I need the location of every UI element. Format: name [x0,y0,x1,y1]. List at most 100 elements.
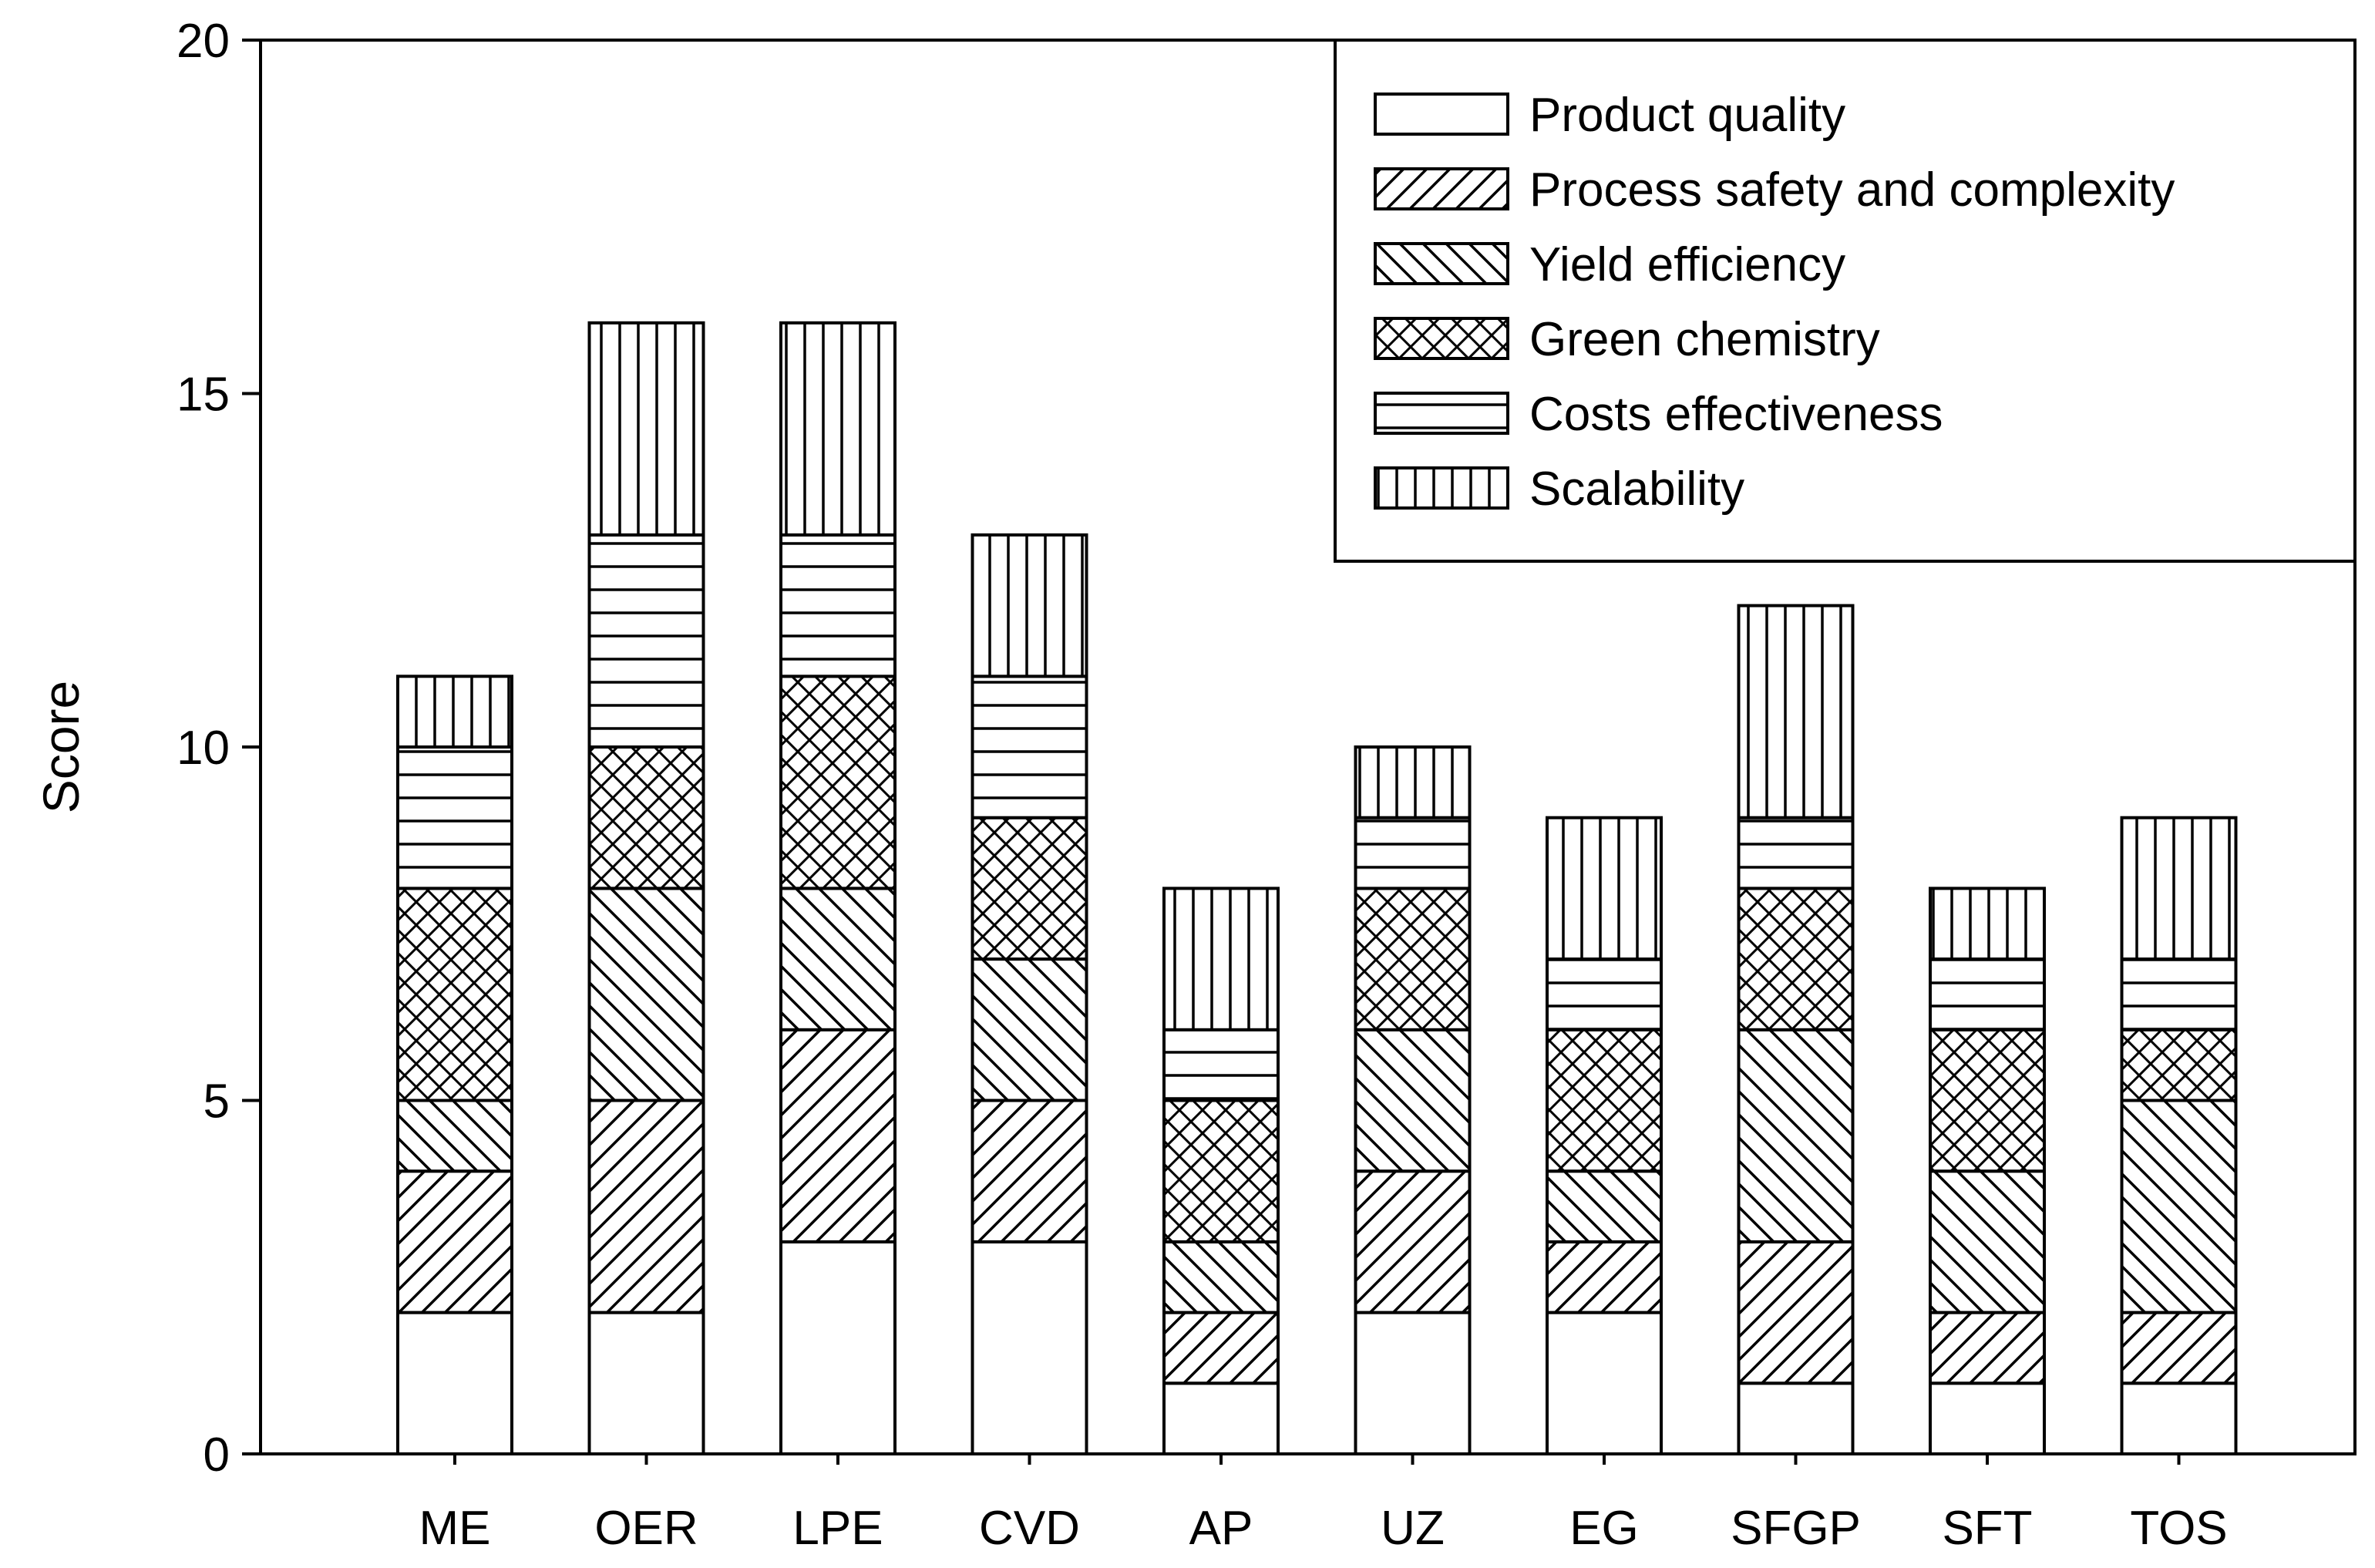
bar-segment-sft-4 [1929,957,2046,1031]
legend-label-4: Costs effectiveness [1529,388,1943,441]
bar-segment-sft-5 [1929,887,2046,961]
bar-segment-lpe-2 [779,887,897,1031]
bar-segment-lpe-4 [779,533,897,678]
bar-segment-tos-3 [2120,1028,2238,1102]
bar-segment-eg-0 [1546,1311,1663,1455]
bar-segment-oer-4 [587,533,705,749]
legend-label-1: Process safety and complexity [1529,163,2175,217]
bar-segment-sfgp-0 [1737,1381,1855,1456]
bar-segment-uz-3 [1354,887,1472,1031]
axes-layer: 0 5 10 15 20 ME OER LPE CVD AP UZ EG SFGP SFT TOS Score [32,15,2356,1555]
bar-segment-tos-2 [2120,1099,2238,1314]
legend-label-5: Scalability [1529,463,1744,516]
bar-segment-tos-4 [2120,957,2238,1031]
bar-segment-tos-0 [2120,1381,2238,1456]
legend-swatch-5 [1374,466,1509,510]
y-tick-label: 15 [177,368,230,422]
legend-swatch-3 [1374,317,1509,360]
bar-segment-sft-3 [1929,1028,2046,1173]
y-tick-label: 0 [204,1428,230,1482]
bar-segment-tos-1 [2120,1311,2238,1385]
bar-segment-eg-5 [1546,816,1663,961]
x-tick-label-ap: AP [1189,1502,1253,1555]
bar-segment-uz-5 [1354,745,1472,819]
bar-stack-eg [1546,816,1663,1455]
bar-stack-me [396,675,513,1455]
bar-segment-lpe-5 [779,321,897,537]
bars-layer [396,321,2238,1456]
bar-segment-me-3 [396,887,513,1102]
bar-segment-sfgp-2 [1737,1028,1855,1243]
x-tick-label-cvd: CVD [979,1502,1080,1555]
bar-segment-cvd-1 [971,1099,1088,1243]
x-tick-label-uz: UZ [1381,1502,1445,1555]
bar-segment-me-5 [396,675,513,749]
bar-segment-sfgp-3 [1737,887,1855,1031]
x-tick-label-sft: SFT [1942,1502,2032,1555]
bar-segment-sft-0 [1929,1381,2046,1456]
x-tick-label-sfgp: SFGP [1731,1502,1861,1555]
y-axis-label: Score [32,681,89,813]
legend-label-2: Yield efficiency [1529,238,1845,291]
bar-segment-oer-3 [587,745,705,890]
bar-stack-lpe [779,321,897,1456]
bar-segment-eg-4 [1546,957,1663,1031]
bar-segment-ap-1 [1162,1311,1280,1385]
bar-segment-uz-4 [1354,816,1472,890]
bar-segment-uz-1 [1354,1169,1472,1314]
bar-segment-lpe-3 [779,675,897,890]
bar-segment-oer-0 [587,1311,705,1455]
y-tick-label: 20 [177,15,230,68]
bar-segment-cvd-3 [971,816,1088,961]
bar-segment-eg-3 [1546,1028,1663,1173]
bar-segment-uz-0 [1354,1311,1472,1455]
bar-segment-uz-2 [1354,1028,1472,1173]
y-tick-label: 10 [177,722,230,775]
bar-segment-eg-2 [1546,1169,1663,1243]
bar-segment-oer-5 [587,321,705,537]
bar-segment-eg-1 [1546,1240,1663,1314]
legend-swatch-0 [1374,93,1509,136]
legend: Product quality Process safety and comple… [1334,39,2356,563]
legend-swatch-4 [1374,392,1509,435]
bar-segment-me-2 [396,1099,513,1173]
bar-segment-sft-2 [1929,1169,2046,1314]
x-tick-label-eg: EG [1569,1502,1639,1555]
bar-segment-ap-2 [1162,1240,1280,1314]
bar-stack-oer [587,321,705,1455]
bar-stack-tos [2120,816,2238,1456]
bar-segment-ap-0 [1162,1381,1280,1456]
bar-segment-me-0 [396,1311,513,1455]
bar-segment-ap-5 [1162,887,1280,1031]
bar-segment-sfgp-5 [1737,604,1855,819]
bar-segment-ap-3 [1162,1099,1280,1243]
x-tick-label-lpe: LPE [792,1502,883,1555]
bar-segment-me-4 [396,745,513,890]
bar-segment-lpe-0 [779,1240,897,1456]
bar-segment-sft-1 [1929,1311,2046,1385]
bar-stack-cvd [971,533,1088,1456]
x-tick-label-tos: TOS [2130,1502,2227,1555]
bar-segment-sfgp-4 [1737,816,1855,890]
bar-stack-sfgp [1737,604,1855,1456]
legend-swatch-2 [1374,242,1509,285]
bar-segment-sfgp-1 [1737,1240,1855,1385]
x-tick-label-oer: OER [594,1502,698,1555]
bar-segment-ap-4 [1162,1028,1280,1102]
x-tick-label-me: ME [419,1502,491,1555]
bar-segment-cvd-5 [971,533,1088,678]
bar-stack-sft [1929,887,2046,1456]
y-tick-label: 5 [204,1075,230,1129]
bar-segment-me-1 [396,1169,513,1314]
bar-segment-oer-2 [587,887,705,1102]
bar-segment-lpe-1 [779,1028,897,1243]
legend-swatch-1 [1374,167,1509,210]
legend-label-0: Product quality [1529,89,1845,142]
bar-stack-ap [1162,887,1280,1456]
legend-label-3: Green chemistry [1529,313,1880,366]
bar-stack-uz [1354,745,1472,1455]
bar-segment-cvd-2 [971,957,1088,1102]
bar-segment-cvd-0 [971,1240,1088,1456]
